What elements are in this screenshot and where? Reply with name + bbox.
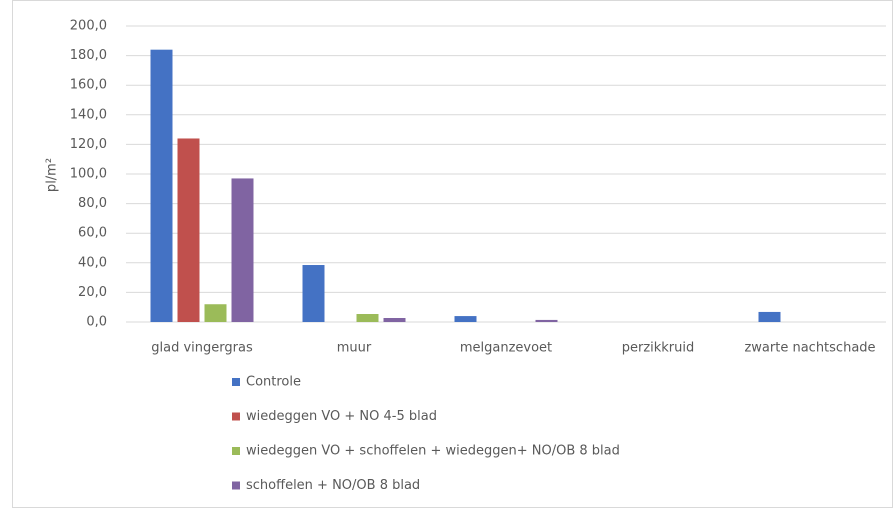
legend-swatch — [232, 481, 240, 490]
legend-label: Controle — [246, 375, 301, 390]
chart-frame — [12, 0, 893, 508]
legend-label: schoffelen + NO/OB 8 blad — [246, 478, 420, 493]
bar — [177, 138, 200, 322]
y-tick-label: 0,0 — [86, 315, 107, 330]
bar — [204, 304, 227, 322]
bar — [535, 319, 558, 322]
y-tick-label: 60,0 — [78, 226, 107, 241]
bar — [356, 314, 379, 322]
y-tick-label: 180,0 — [70, 48, 107, 63]
x-tick-label: glad vingergras — [151, 341, 253, 356]
y-tick-label: 120,0 — [70, 137, 107, 152]
bar — [758, 311, 781, 322]
y-tick-label: 40,0 — [78, 255, 107, 270]
legend-label: wiedeggen VO + NO 4-5 blad — [246, 409, 437, 424]
y-tick-label: 140,0 — [70, 107, 107, 122]
y-tick-label: 200,0 — [70, 19, 107, 34]
legend-swatch — [232, 412, 240, 421]
bar — [454, 316, 477, 322]
legend-label: wiedeggen VO + schoffelen + wiedeggen+ N… — [246, 444, 620, 459]
y-tick-label: 160,0 — [70, 78, 107, 93]
bar — [302, 265, 325, 322]
x-tick-label: zwarte nachtschade — [744, 341, 875, 356]
y-axis-label: pl/m² — [45, 158, 60, 192]
x-tick-label: muur — [337, 341, 372, 356]
bar — [383, 318, 406, 322]
x-tick-label: perzikkruid — [622, 341, 695, 356]
bar — [150, 49, 173, 323]
y-tick-label: 100,0 — [70, 167, 107, 182]
x-tick-label: melganzevoet — [460, 341, 552, 356]
legend-swatch — [232, 378, 240, 386]
y-tick-label: 80,0 — [78, 196, 107, 211]
y-tick-label: 20,0 — [78, 285, 107, 300]
legend-swatch — [232, 447, 240, 455]
bar — [231, 178, 254, 322]
